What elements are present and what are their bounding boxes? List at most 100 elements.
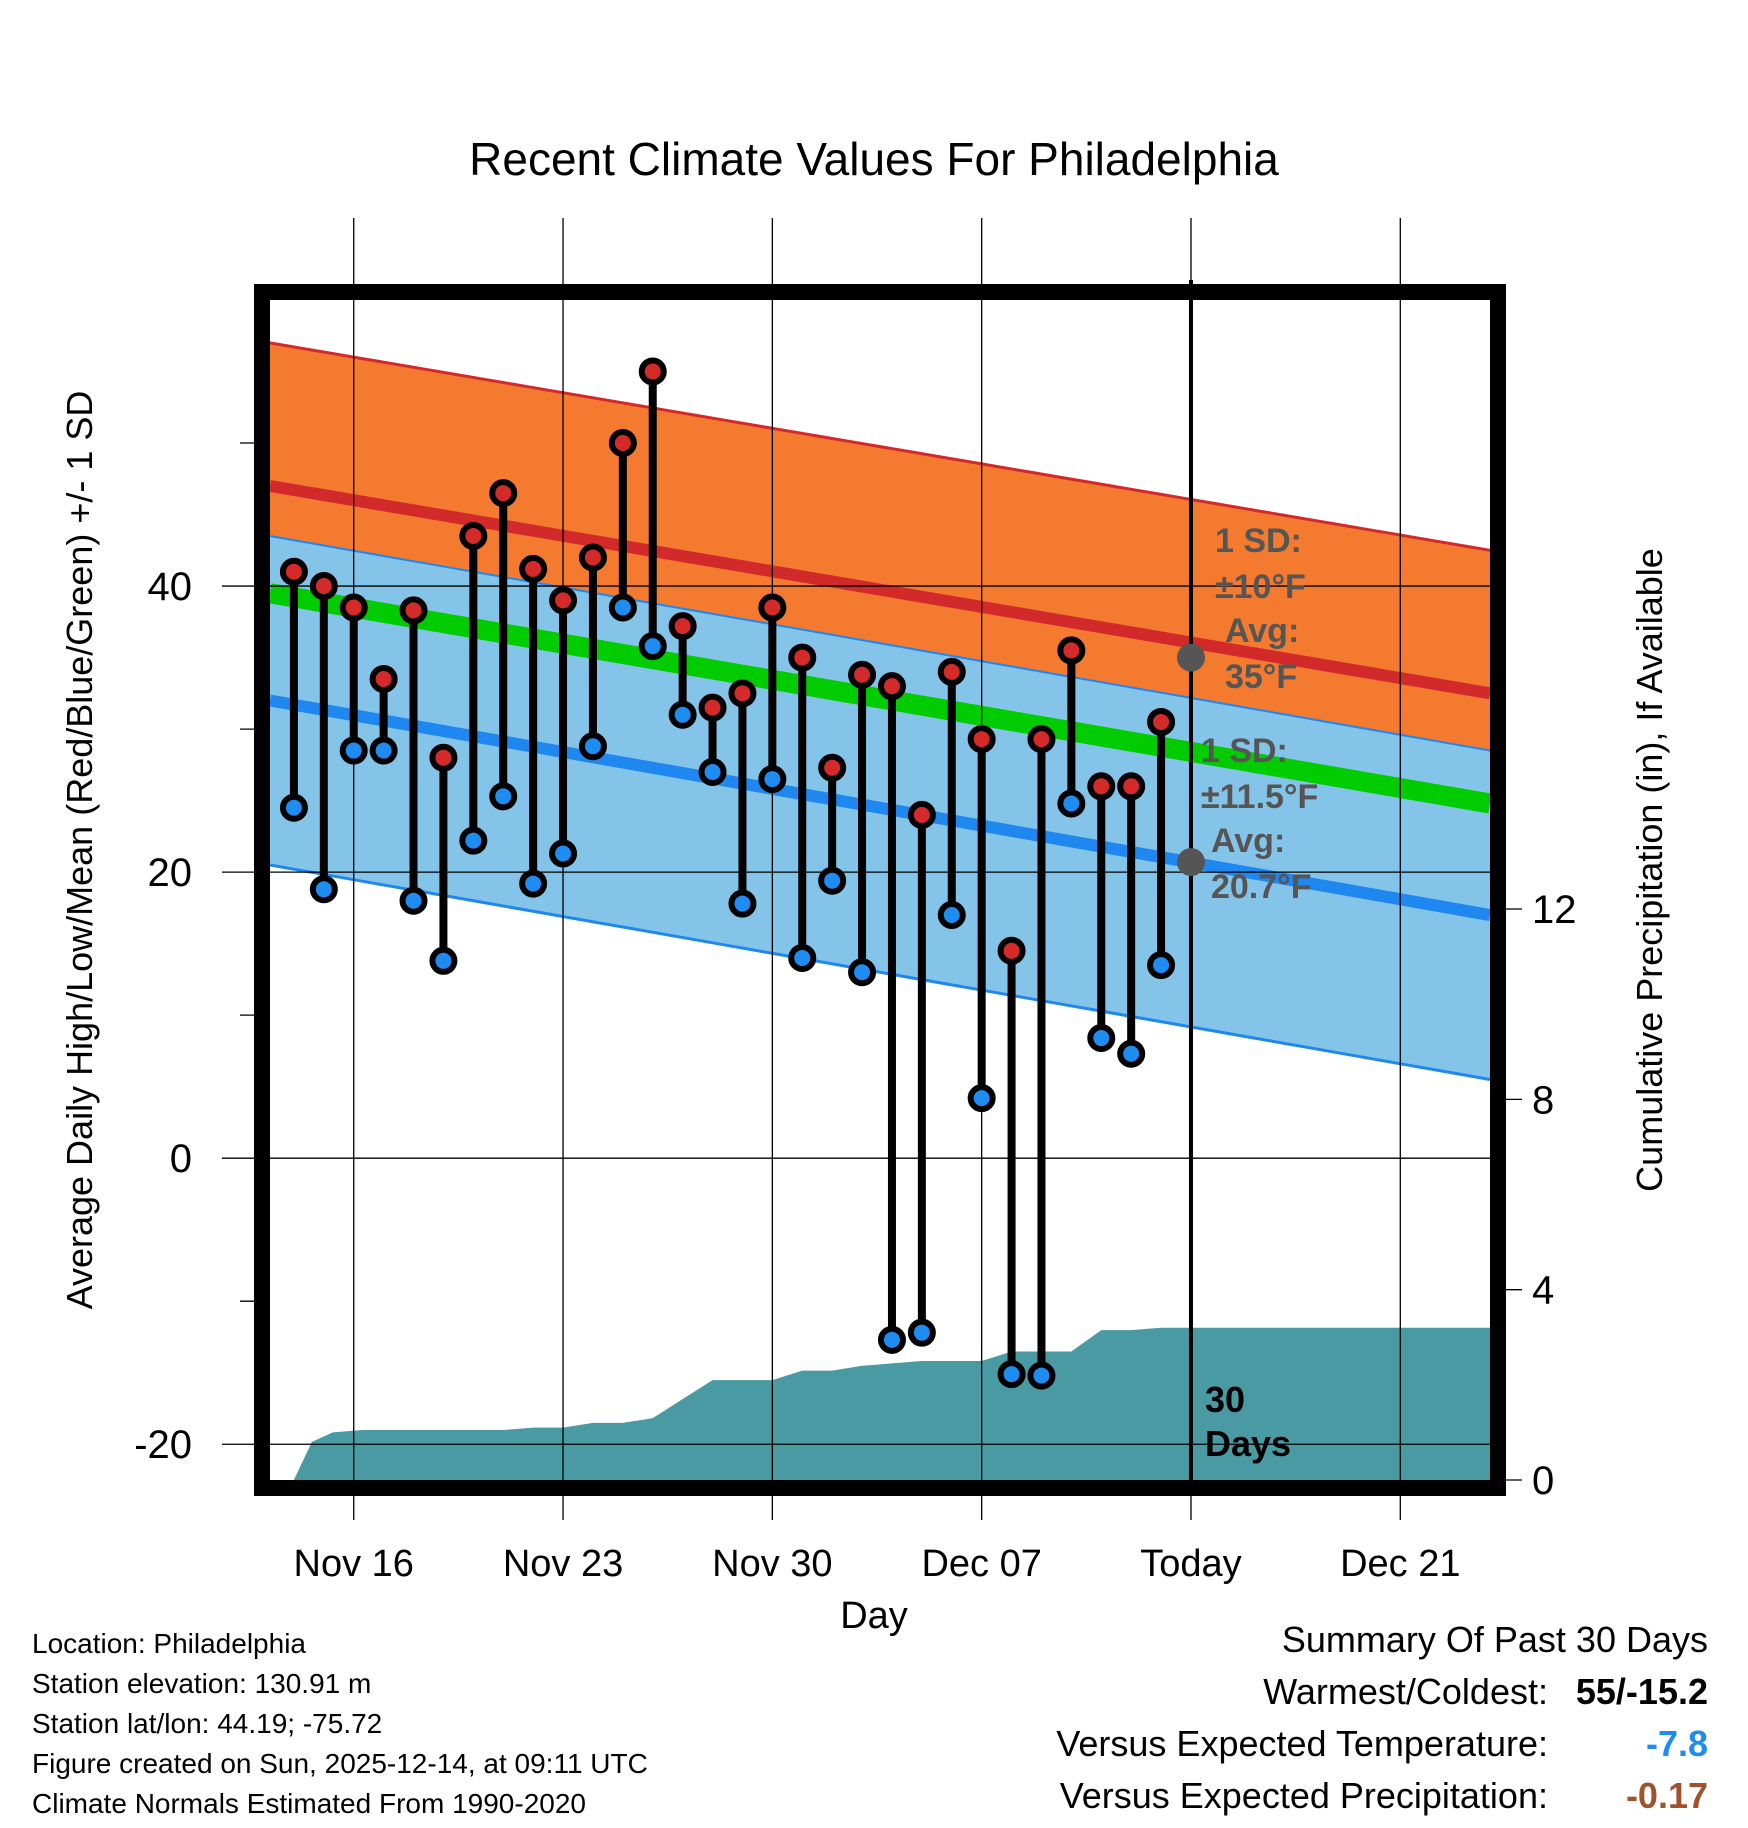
x-tick-label: Nov 30 (712, 1543, 832, 1585)
footer-created: Figure created on Sun, 2025-12-14, at 09… (32, 1748, 648, 1779)
daily-low-point (399, 886, 428, 915)
normal-high-line (268, 480, 1492, 700)
y2-tick-label: 4 (1532, 1269, 1554, 1313)
daily-high-point (1027, 725, 1056, 754)
high-avg-marker (1176, 643, 1205, 672)
daily-low-point (848, 958, 877, 987)
summary-temp-label: Versus Expected Temperature: (1056, 1723, 1548, 1764)
high-sd-label: 1 SD: (1215, 522, 1302, 560)
daily-low-point (1147, 951, 1176, 980)
daily-low-point (997, 1360, 1026, 1389)
plot-area: 1 SD: ±10°F Avg: 35°F 1 SD: ±11.5°F Avg: 20.7°F… (134, 218, 1577, 1585)
daily-low-point (907, 1318, 936, 1347)
daily-low-point (309, 875, 338, 904)
plot-frame (254, 284, 1506, 1496)
low-sd-value: ±11.5°F (1201, 778, 1318, 816)
daily-low-point (877, 1325, 906, 1354)
footer-elevation: Station elevation: 130.91 m (32, 1668, 372, 1699)
x-tick-label: Nov 23 (503, 1543, 623, 1585)
low-sd-lower-line (269, 863, 1491, 1081)
y-tick-label: -20 (134, 1423, 192, 1467)
daily-high-point (369, 665, 398, 694)
daily-high-point (459, 522, 488, 550)
daily-high-point (1087, 772, 1116, 801)
daily-low-point (519, 869, 548, 898)
chart-title: Recent Climate Values For Philadelphia (469, 133, 1279, 185)
daily-high-point (907, 800, 936, 829)
summary-precip-row: Versus Expected Precipitation: -0.17 (1060, 1778, 1708, 1814)
daily-low-point (578, 732, 607, 761)
daily-high-point (608, 429, 637, 458)
daily-low-point (638, 632, 667, 661)
daily-low-point (608, 593, 637, 622)
summary-title: Summary Of Past 30 Days (1281, 1619, 1708, 1660)
daily-high-point (818, 753, 847, 782)
daily-low-point (429, 946, 458, 975)
y-axis-label: Average Daily High/Low/Mean (Red/Blue/Gr… (59, 391, 100, 1310)
daily-low-point (967, 1084, 996, 1113)
daily-high-point (758, 593, 787, 622)
y-tick-label: 0 (170, 1137, 192, 1181)
x-axis-label: Day (840, 1595, 908, 1637)
summary-precip-value: -0.17 (1625, 1775, 1708, 1816)
summary-warmest-row: Warmest/Coldest: 55/-15.2 (1263, 1674, 1708, 1710)
daily-high-point (668, 612, 697, 641)
daily-low-point (937, 901, 966, 930)
high-sd-value: ±10°F (1215, 568, 1306, 606)
footer-normals: Climate Normals Estimated From 1990-2020 (32, 1788, 586, 1819)
daily-high-point (309, 572, 338, 601)
daily-high-point (489, 479, 518, 508)
summary-warmest-value: 55/-15.2 (1575, 1671, 1708, 1712)
daily-high-point (1057, 636, 1086, 665)
x-tick-label: Dec 21 (1340, 1543, 1460, 1585)
daily-low-point (549, 839, 578, 868)
daily-low-point (728, 889, 757, 918)
daily-low-point (788, 943, 817, 972)
high-avg-value: 35°F (1225, 658, 1297, 696)
daily-low-point (1117, 1039, 1146, 1068)
daily-low-point (339, 736, 368, 765)
y2-axis-label: Cumulative Precipitation (in), If Availa… (1629, 548, 1670, 1192)
low-avg-value: 20.7°F (1211, 868, 1312, 906)
summary-temp-value: -7.8 (1645, 1723, 1708, 1764)
daily-high-point (549, 586, 578, 615)
high-avg-label: Avg: (1225, 612, 1299, 650)
low-avg-marker (1176, 848, 1205, 877)
daily-low-point (369, 736, 398, 765)
daily-low-point (1087, 1024, 1116, 1053)
footer-latlon: Station lat/lon: 44.19; -75.72 (32, 1708, 383, 1739)
daily-high-point (638, 357, 667, 386)
daily-high-point (279, 557, 308, 586)
daily-high-point (429, 743, 458, 772)
low-sd-label: 1 SD: (1201, 732, 1288, 770)
high-sd-upper-line (269, 341, 1491, 552)
y-tick-label: 40 (148, 565, 193, 609)
daily-low-point (1027, 1361, 1056, 1390)
daily-high-point (728, 679, 757, 708)
low-avg-label: Avg: (1211, 822, 1285, 860)
daily-high-point (848, 660, 877, 689)
summary-temp-row: Versus Expected Temperature: -7.8 (1056, 1726, 1708, 1762)
daily-high-point (578, 543, 607, 572)
days-count-label: 30 (1205, 1379, 1245, 1420)
daily-low-point (818, 866, 847, 895)
summary-precip-label: Versus Expected Precipitation: (1059, 1775, 1548, 1816)
x-tick-label: Dec 07 (921, 1543, 1041, 1585)
daily-low-point (459, 826, 488, 855)
x-tick-label: Today (1140, 1543, 1241, 1585)
daily-low-point (1057, 789, 1086, 818)
footer-location: Location: Philadelphia (32, 1628, 306, 1659)
daily-low-point (279, 793, 308, 822)
daily-high-point (967, 725, 996, 754)
daily-high-point (1147, 707, 1176, 736)
daily-high-point (399, 596, 428, 625)
daily-high-point (698, 693, 727, 722)
daily-high-point (937, 657, 966, 686)
daily-low-point (758, 765, 787, 794)
daily-high-point (1117, 772, 1146, 801)
daily-high-point (788, 643, 817, 672)
daily-high-point (997, 936, 1026, 965)
y2-tick-label: 8 (1532, 1078, 1554, 1122)
y-tick-label: 20 (148, 851, 193, 895)
